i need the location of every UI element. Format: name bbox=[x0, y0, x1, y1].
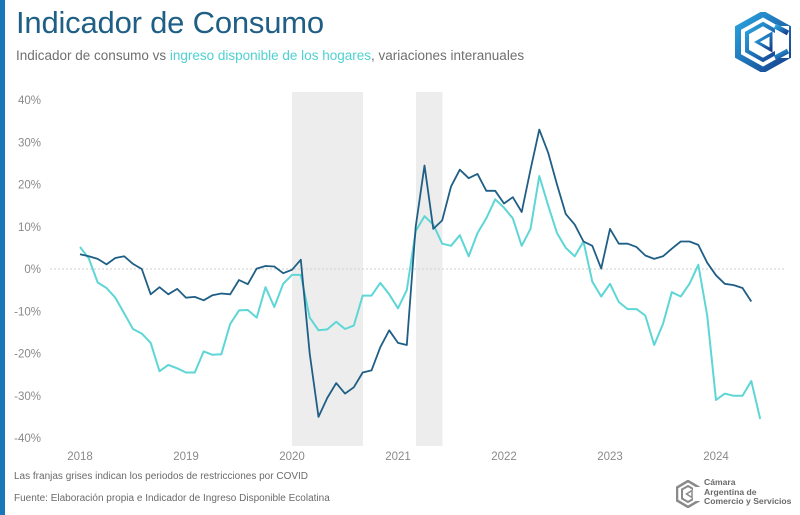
cac-hexagon-logo-icon bbox=[735, 12, 791, 72]
y-tick-label: 30% bbox=[18, 137, 41, 149]
y-tick-label: -20% bbox=[14, 349, 41, 361]
x-axis: 2018 2019 2020 2021 2022 2023 2024 bbox=[67, 451, 729, 463]
y-tick-label: 40% bbox=[18, 95, 41, 107]
source-note: Fuente: Elaboración propia e Indicador d… bbox=[14, 493, 330, 504]
line-chart: 40%30%20%10%0%-10%-20%-30%-40% 2018 2019 2… bbox=[14, 92, 785, 463]
cac-hexagon-small-icon bbox=[676, 480, 700, 508]
series-lines bbox=[79, 128, 762, 420]
brand-footer-logo: Cámara Argentina de Comercio y Servicios bbox=[676, 477, 796, 510]
y-tick-label: 0% bbox=[24, 264, 41, 276]
x-tick-label: 2019 bbox=[173, 451, 199, 463]
subtitle-suffix: , variaciones interanuales bbox=[370, 48, 525, 63]
y-tick-label: -30% bbox=[14, 391, 41, 403]
brand-line-2: Argentina de bbox=[704, 486, 757, 497]
page-subtitle: Indicador de consumo vs ingreso disponib… bbox=[16, 48, 524, 63]
y-tick-label: 20% bbox=[18, 180, 41, 192]
x-tick-label: 2021 bbox=[385, 451, 411, 463]
y-tick-label: 10% bbox=[18, 222, 41, 234]
series-line-consumo bbox=[79, 128, 753, 418]
x-tick-label: 2020 bbox=[279, 451, 305, 463]
x-tick-label: 2023 bbox=[597, 451, 623, 463]
x-tick-label: 2024 bbox=[703, 451, 729, 463]
brand-text: Cámara Argentina de Comercio y Servicios bbox=[704, 477, 792, 507]
y-tick-label: -40% bbox=[14, 433, 41, 445]
subtitle-prefix: Indicador de consumo vs bbox=[16, 48, 170, 63]
accent-bar bbox=[0, 0, 5, 515]
series-line-ingreso bbox=[79, 175, 762, 420]
y-axis: 40% 30% 20% 10% 0% -10% -20% -30% -40% bbox=[14, 95, 41, 445]
brand-line-3: Comercio y Servicios bbox=[704, 496, 792, 507]
subtitle-highlight: ingreso disponible de los hogares bbox=[169, 48, 371, 63]
page-title: Indicador de Consumo bbox=[16, 5, 324, 40]
brand-line-1: Cámara bbox=[704, 477, 736, 487]
covid-note: Las franjas grises indican los periodos … bbox=[14, 471, 309, 482]
x-tick-label: 2022 bbox=[491, 451, 517, 463]
y-tick-label: -10% bbox=[14, 306, 41, 318]
x-tick-label: 2018 bbox=[67, 451, 93, 463]
